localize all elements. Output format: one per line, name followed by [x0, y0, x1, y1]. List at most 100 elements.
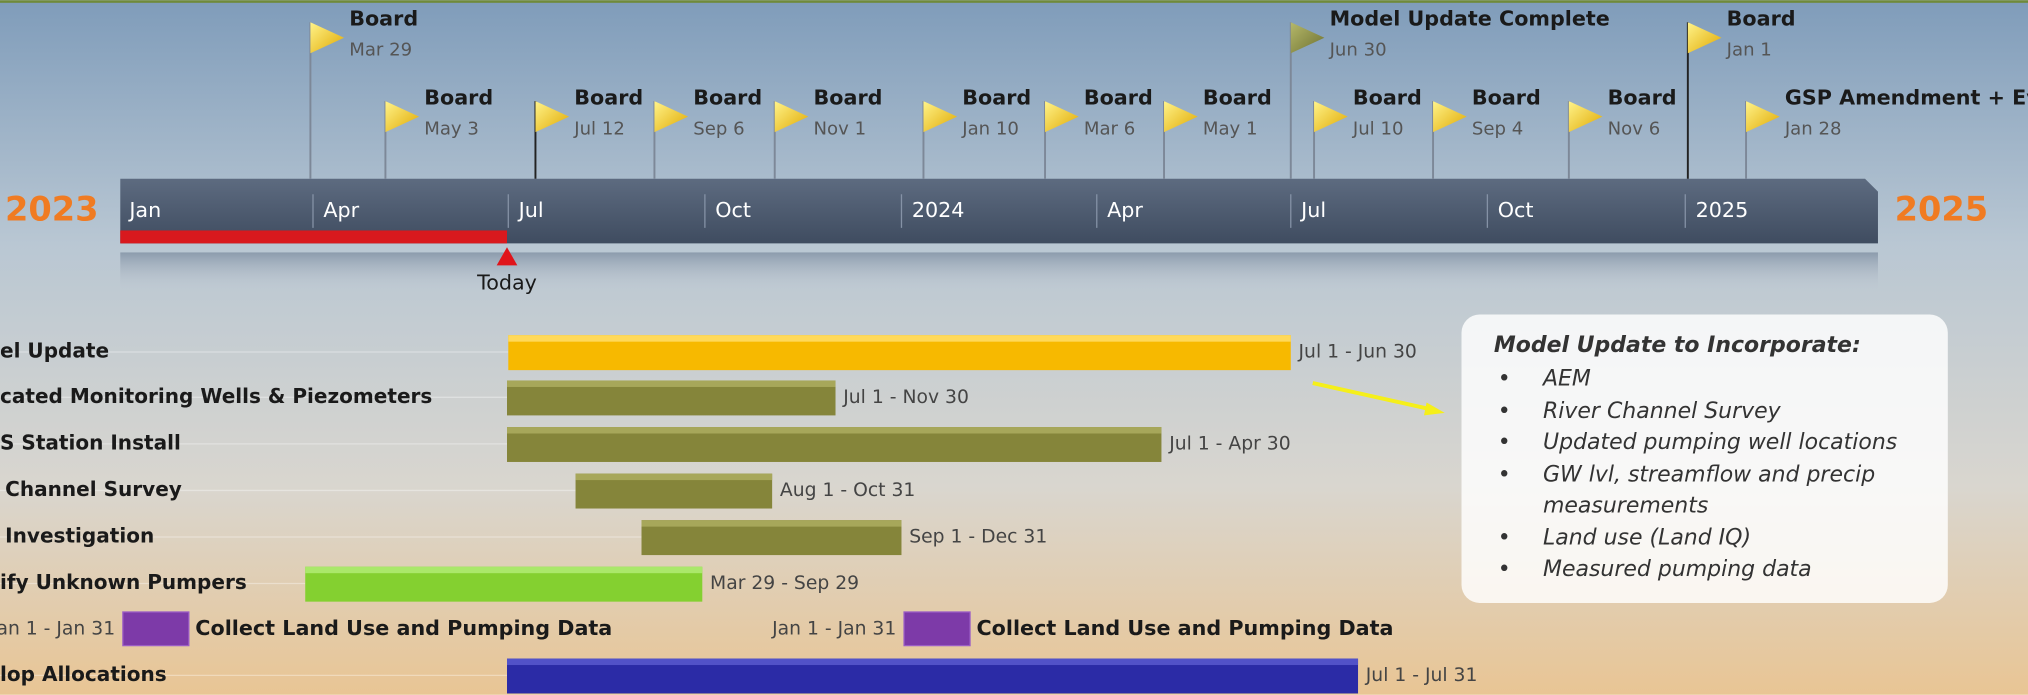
task-name: ify Unknown Pumpers [0, 570, 247, 594]
milestone-label: Board [1353, 86, 1422, 110]
axis-label: Oct [1498, 198, 1534, 222]
note-arrow [1312, 381, 1430, 411]
note-list: AEMRiver Channel SurveyUpdated pumping w… [1494, 364, 1921, 586]
milestone-label: GSP Amendment + Eval [1785, 86, 2028, 110]
milestone-flag [385, 101, 420, 133]
task-bar-highlight [575, 473, 773, 481]
axis-label: Apr [323, 198, 359, 222]
milestone-flag [1568, 101, 1603, 133]
milestone-date: Jan 10 [961, 119, 1019, 140]
task-bar-highlight [507, 427, 1162, 434]
milestone-date: Jul 10 [1352, 119, 1404, 140]
milestone-label: Board [1203, 86, 1272, 110]
axis-label: Jan [127, 198, 161, 222]
milestone-date: Nov 6 [1608, 119, 1661, 140]
task-bar-highlight [507, 380, 836, 387]
milestone-label: Board [574, 86, 643, 110]
task-dates: Mar 29 - Sep 29 [710, 573, 859, 594]
note-item: Measured pumping data [1498, 554, 1921, 586]
task-label: Collect Land Use and Pumping Data [976, 616, 1393, 640]
note-item: AEM [1498, 364, 1921, 396]
note-item: Updated pumping well locations [1498, 427, 1921, 459]
milestone-flag [1746, 101, 1780, 133]
today-label: Today [476, 270, 537, 294]
milestone-date: Sep 4 [1472, 119, 1523, 140]
task-dates: Jul 1 - Nov 30 [842, 387, 969, 408]
milestone-date: Nov 1 [814, 119, 867, 140]
milestone-date: Jul 12 [573, 119, 625, 140]
note: Model Update to Incorporate: AEMRiver Ch… [1494, 333, 1921, 598]
note-item: GW lvl, streamflow and precip measuremen… [1498, 459, 1921, 522]
milestone-flag [1164, 101, 1198, 133]
progress-bar [120, 230, 507, 244]
milestone-flag [923, 101, 958, 133]
note-item: Land use (Land IQ) [1498, 522, 1921, 554]
milestone-flag [535, 101, 570, 133]
milestone-date: Jun 30 [1329, 40, 1387, 61]
milestone-label: Board [1472, 86, 1541, 110]
task-name: cated Monitoring Wells & Piezometers [0, 384, 432, 408]
milestone-label: Board [1608, 86, 1677, 110]
axis-label: Oct [715, 198, 751, 222]
task-bar-highlight [507, 658, 1359, 666]
note-title: Model Update to Incorporate: [1493, 332, 1861, 359]
top-border [0, 0, 2028, 3]
task-bar [122, 611, 190, 647]
note-content: Model Update to Incorporate: AEMRiver Ch… [1494, 333, 1921, 586]
milestone-date: May 1 [1203, 119, 1258, 140]
task-dates: Sep 1 - Dec 31 [909, 526, 1047, 547]
task-name: Investigation [5, 523, 154, 547]
note-item: River Channel Survey [1498, 395, 1921, 427]
milestone-label: Model Update Complete [1330, 7, 1610, 31]
task-name: el Update [0, 339, 109, 363]
milestone-label: Board [349, 7, 418, 31]
layer: Jan Apr Jul Oct 2024 Apr Jul Oct 2025 Board Mar 29… [0, 7, 2028, 694]
milestone-flag [310, 22, 345, 54]
axis-label: 2025 [1696, 198, 1749, 222]
milestone-date: Mar 29 [349, 40, 412, 61]
milestone-flag [1045, 101, 1079, 133]
milestone-date: Jan 28 [1784, 119, 1842, 140]
milestone-flag [654, 101, 689, 133]
note-arrow-head [1423, 402, 1445, 416]
milestone-flag [774, 101, 809, 133]
task-dates: Jul 1 - Jul 31 [1365, 665, 1478, 686]
task-name: S Station Install [0, 430, 181, 454]
task-label: Collect Land Use and Pumping Data [195, 616, 612, 640]
axis-label: Jul [517, 198, 544, 222]
axis-label: Jul [1299, 198, 1326, 222]
milestone-label: Board [693, 86, 762, 110]
axis-label: 2024 [912, 198, 965, 222]
task-dates: Jul 1 - Apr 30 [1168, 433, 1290, 454]
milestone-date: Sep 6 [693, 119, 744, 140]
milestone-label: Board [1084, 86, 1153, 110]
task-name: lop Allocations [0, 662, 167, 686]
milestone-date: Jan 1 [1726, 40, 1772, 61]
end-year: 2025 [1895, 190, 1989, 229]
milestone-label: Board [1727, 7, 1796, 31]
task-bar-highlight [305, 566, 703, 574]
start-year: 2023 [5, 190, 99, 229]
task-dates: Aug 1 - Oct 31 [780, 480, 915, 501]
task-dates: Jan 1 - Jan 31 [0, 618, 115, 639]
milestone-label: Board [814, 86, 883, 110]
milestone-label: Board [424, 86, 493, 110]
milestone-label: Board [962, 86, 1031, 110]
task-name: Channel Survey [5, 477, 182, 501]
axis-label: Apr [1107, 198, 1143, 222]
task-bar [903, 611, 971, 647]
milestone-flag [1433, 101, 1467, 133]
task-dates: Jul 1 - Jun 30 [1298, 342, 1417, 363]
milestone-flag [1687, 22, 1722, 54]
band-shadow [120, 252, 1878, 292]
milestone-flag [1314, 101, 1348, 133]
today-marker [496, 247, 518, 266]
milestone-date: May 3 [424, 119, 479, 140]
task-bar-highlight [508, 335, 1291, 342]
task-bar-highlight [641, 520, 902, 527]
timeline-band [120, 178, 1878, 244]
task-dates: Jan 1 - Jan 31 [771, 618, 896, 639]
milestone-flag [1290, 22, 1325, 54]
